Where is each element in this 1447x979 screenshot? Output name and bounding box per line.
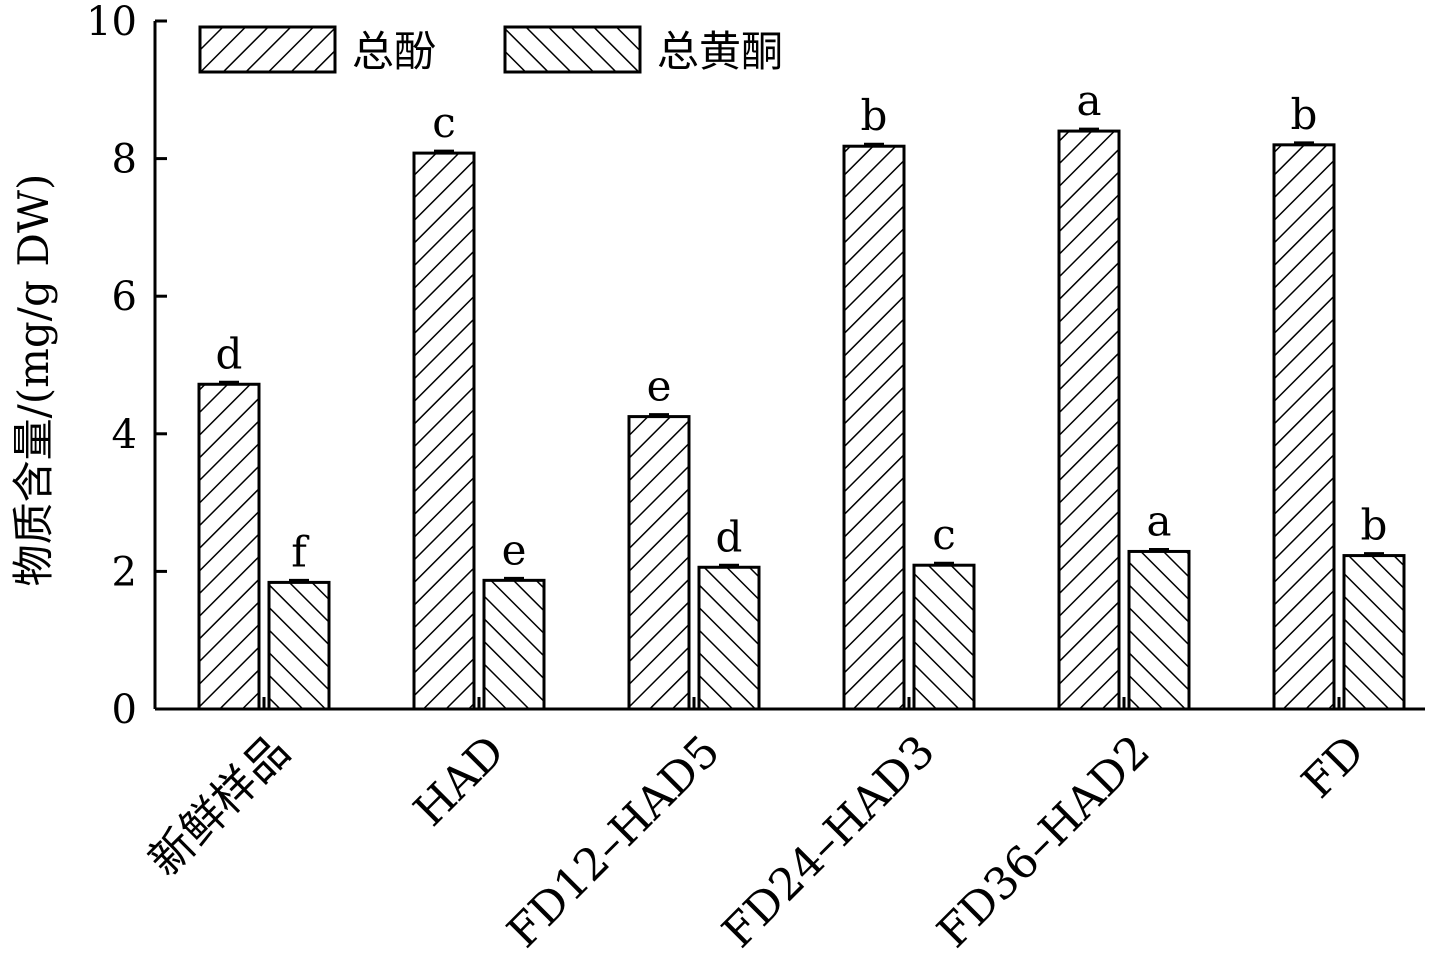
legend-swatch-total-phenol bbox=[198, 25, 337, 74]
x-tick-label: FD36–HAD2 bbox=[928, 726, 1160, 958]
bar-total-flavonoid bbox=[1127, 549, 1191, 711]
bar-total-phenol bbox=[1057, 129, 1121, 711]
significance-letter: b bbox=[861, 91, 888, 140]
y-tick-label: 6 bbox=[112, 274, 137, 320]
legend-label-total-flavonoid: 总黄酮 bbox=[657, 27, 783, 76]
bar-total-phenol bbox=[1272, 143, 1336, 711]
plot-area: 0 2 4 6 8 10 d f 新鲜样品 c e HAD e d FD12–HAD5 b c FD24–HAD3… bbox=[86, 0, 1425, 958]
x-tick-label: FD bbox=[1292, 726, 1375, 809]
significance-letter: b bbox=[1361, 501, 1388, 550]
x-tick-label: FD24–HAD3 bbox=[713, 726, 945, 958]
bar-total-flavonoid bbox=[267, 580, 331, 711]
significance-letter: c bbox=[932, 510, 956, 559]
significance-letter: e bbox=[502, 525, 527, 574]
x-tick-label: FD12–HAD5 bbox=[498, 726, 730, 958]
bar-total-phenol bbox=[627, 415, 691, 711]
significance-letter: a bbox=[1076, 76, 1101, 125]
x-tick-label: HAD bbox=[404, 726, 515, 837]
bar-total-flavonoid bbox=[1342, 554, 1406, 711]
significance-letter: b bbox=[1291, 90, 1318, 139]
y-tick-label: 4 bbox=[112, 412, 137, 458]
bar-total-phenol bbox=[197, 382, 261, 711]
significance-letter: c bbox=[432, 98, 456, 147]
significance-letter: e bbox=[647, 362, 672, 411]
y-axis-label: 物质含量/(mg/g DW) bbox=[9, 174, 58, 587]
legend-swatch-total-flavonoid bbox=[503, 25, 642, 74]
significance-letter: f bbox=[291, 527, 310, 576]
y-tick-label: 10 bbox=[86, 0, 137, 45]
y-tick-label: 2 bbox=[112, 549, 137, 595]
x-tick-label: 新鲜样品 bbox=[139, 726, 300, 887]
y-tick-label: 0 bbox=[112, 687, 137, 733]
y-tick-label: 8 bbox=[112, 137, 137, 183]
significance-letter: a bbox=[1146, 496, 1171, 545]
legend: 总酚 总黄酮 bbox=[198, 25, 783, 76]
bar-total-phenol bbox=[412, 151, 476, 711]
bar-total-flavonoid bbox=[912, 563, 976, 711]
legend-label-total-phenol: 总酚 bbox=[352, 27, 436, 76]
bar-total-flavonoid bbox=[697, 565, 761, 711]
significance-letter: d bbox=[216, 329, 243, 378]
significance-letter: d bbox=[716, 512, 743, 561]
bar-total-flavonoid bbox=[482, 578, 546, 711]
bar-total-phenol bbox=[842, 144, 906, 711]
